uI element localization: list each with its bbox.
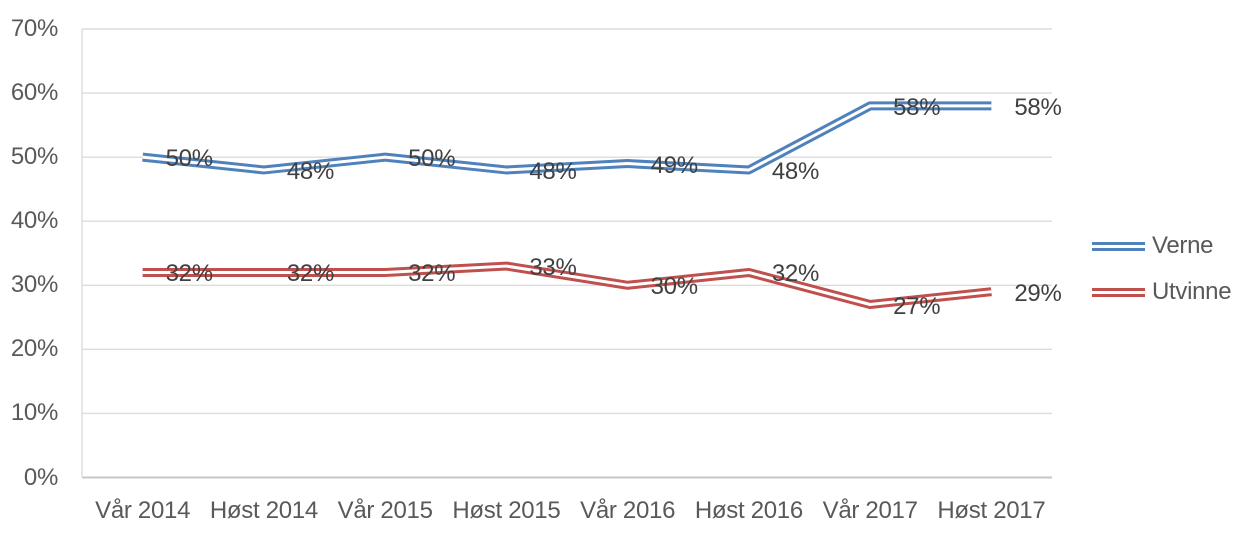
y-tick-label: 70% xyxy=(10,15,58,42)
y-tick-label: 60% xyxy=(10,79,58,107)
x-tick-label: Høst 2014 xyxy=(209,497,318,524)
y-tick-label: 50% xyxy=(10,143,58,171)
data-label-verne: 50% xyxy=(165,145,213,173)
legend-swatch-icon xyxy=(1092,287,1145,297)
x-tick-label: Høst 2016 xyxy=(694,497,803,524)
series-line-verne-gap xyxy=(142,104,992,172)
data-label-verne: 58% xyxy=(893,93,941,121)
y-tick-label: 20% xyxy=(10,335,58,363)
data-label-verne: 50% xyxy=(408,145,456,173)
y-tick-label: 30% xyxy=(10,271,58,299)
data-label-verne: 58% xyxy=(1014,93,1062,121)
y-tick-label: 10% xyxy=(10,399,58,427)
data-label-utvinne: 30% xyxy=(650,273,698,301)
data-label-utvinne: 27% xyxy=(893,292,941,320)
data-label-verne: 48% xyxy=(529,157,577,185)
legend: Verne Utvinne xyxy=(1092,234,1232,305)
x-tick-label: Høst 2017 xyxy=(937,497,1046,524)
x-tick-label: Vår 2016 xyxy=(580,497,676,524)
y-tick-label: 0% xyxy=(23,463,58,491)
data-label-verne: 49% xyxy=(650,151,698,179)
data-label-utvinne: 32% xyxy=(408,260,456,288)
legend-item-utvinne: Utvinne xyxy=(1092,278,1232,305)
data-label-utvinne: 32% xyxy=(771,260,820,288)
y-tick-label: 40% xyxy=(10,207,58,235)
legend-label: Utvinne xyxy=(1152,278,1232,305)
x-tick-label: Vår 2017 xyxy=(822,497,918,524)
x-tick-label: Vår 2014 xyxy=(95,497,191,524)
data-label-verne: 48% xyxy=(286,157,335,185)
data-label-utvinne: 32% xyxy=(165,260,213,288)
x-tick-label: Høst 2015 xyxy=(452,497,561,524)
data-label-utvinne: 29% xyxy=(1014,279,1062,307)
series-line-utvinne-gap xyxy=(142,264,992,307)
data-label-utvinne: 33% xyxy=(529,254,577,282)
legend-swatch-icon xyxy=(1092,241,1145,251)
data-label-utvinne: 32% xyxy=(286,260,335,288)
legend-item-verne: Verne xyxy=(1092,234,1231,258)
data-label-verne: 48% xyxy=(771,157,820,185)
legend-label: Verne xyxy=(1152,232,1214,259)
x-tick-label: Vår 2015 xyxy=(337,497,433,524)
